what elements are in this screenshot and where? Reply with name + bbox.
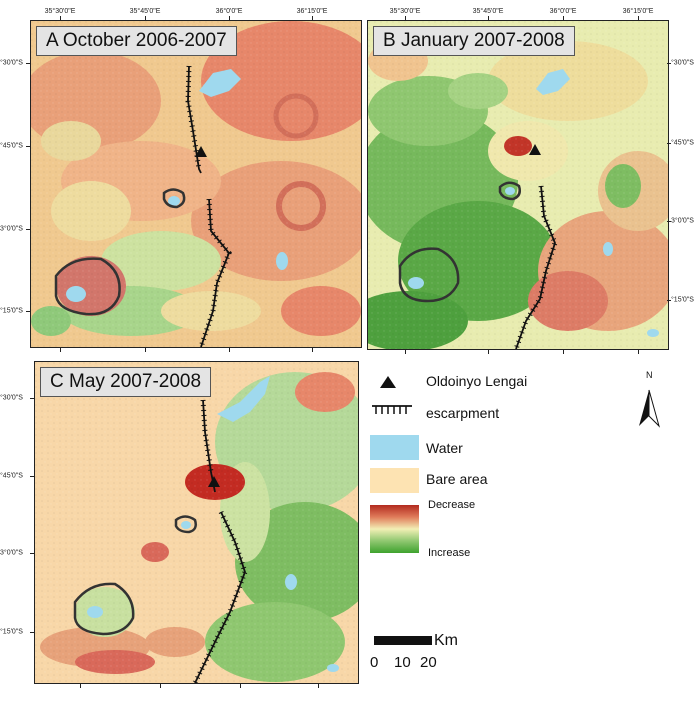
volcano-marker: [529, 144, 541, 155]
escarpment-ticks: [185, 65, 202, 170]
tick-mark: [30, 553, 34, 554]
tick-mark: [405, 16, 406, 20]
scale-unit-label: Km: [434, 632, 458, 649]
tick-mark: [30, 398, 34, 399]
water-bodies: [87, 376, 339, 672]
tick-mark: [405, 349, 406, 354]
volcano-legend-icon: [380, 376, 396, 388]
crater-outlines: [54, 188, 186, 316]
lat-tick-label: 3°0'0"S: [671, 217, 694, 225]
tick-mark: [160, 683, 161, 688]
tick-mark: [26, 146, 30, 147]
tick-mark: [667, 300, 671, 301]
water-legend-label: Water: [426, 440, 463, 456]
lat-tick-label: °45'0"S: [0, 142, 23, 150]
tick-mark: [30, 476, 34, 477]
tick-mark: [60, 16, 61, 20]
tick-mark: [26, 63, 30, 64]
scale-value-label: 0: [370, 654, 379, 671]
lat-tick-label: 3°0'0"S: [0, 549, 23, 557]
water-swatch: [370, 435, 419, 460]
water-bodies: [66, 69, 288, 302]
lon-tick-label: 35°30'0"E: [44, 8, 76, 15]
increase-legend-label: Increase: [428, 547, 471, 559]
lat-tick-label: °30'0"S: [671, 59, 694, 67]
lon-tick-label: 35°45'0"E: [472, 8, 504, 15]
lat-tick-label: °45'0"S: [671, 139, 694, 147]
change-gradient-swatch: [370, 505, 419, 553]
north-arrow-icon: [639, 389, 660, 428]
map-panel-b: B January 2007-2008: [367, 20, 669, 350]
tick-mark: [563, 16, 564, 20]
tick-mark: [312, 347, 313, 352]
escarpment-ticks: [200, 399, 214, 473]
tick-mark: [638, 349, 639, 354]
tick-mark: [60, 347, 61, 352]
lat-tick-label: °15'0"S: [0, 307, 23, 315]
tick-mark: [638, 16, 639, 20]
lon-tick-label: 35°45'0"E: [129, 8, 161, 15]
map-legend: Oldoinyo Lengai escarpment Water Bare ar…: [368, 360, 697, 705]
tick-mark: [26, 229, 30, 230]
tick-mark: [30, 632, 34, 633]
lat-tick-label: °45'0"S: [0, 472, 23, 480]
crater-outlines: [398, 181, 521, 303]
scale-value-label: 20: [420, 654, 437, 671]
tick-mark: [488, 349, 489, 354]
lon-tick-label: 36°15'0"E: [296, 8, 328, 15]
scale-value-label: 10: [394, 654, 411, 671]
escarpment-legend-icon: [372, 405, 412, 414]
tick-mark: [240, 683, 241, 688]
tick-mark: [667, 63, 671, 64]
water-bodies: [408, 69, 659, 337]
crater-outlines: [73, 515, 197, 636]
bare-area-swatch: [370, 468, 419, 493]
tick-mark: [488, 16, 489, 20]
map-panel-a: A October 2006-2007: [30, 20, 362, 348]
lon-tick-label: 36°15'0"E: [622, 8, 654, 15]
lat-tick-label: °30'0"S: [0, 59, 23, 67]
map-c-canvas: [35, 362, 358, 683]
north-label: N: [646, 370, 653, 380]
lon-tick-label: 36°0'0"E: [215, 8, 243, 15]
tick-mark: [318, 683, 319, 688]
lon-tick-label: 36°0'0"E: [549, 8, 577, 15]
tick-mark: [563, 349, 564, 354]
lat-tick-label: °15'0"S: [0, 628, 23, 636]
volcano-marker: [195, 146, 207, 157]
bare-area-legend-label: Bare area: [426, 471, 488, 487]
lon-tick-label: 35°30'0"E: [389, 8, 421, 15]
decrease-legend-label: Decrease: [428, 499, 476, 511]
panel-b-title: B January 2007-2008: [373, 26, 575, 56]
map-a-canvas: [31, 21, 361, 347]
tick-mark: [667, 143, 671, 144]
map-panel-c: C May 2007-2008: [34, 361, 359, 684]
panel-c-title: C May 2007-2008: [40, 367, 212, 397]
map-b-canvas: [368, 21, 668, 349]
tick-mark: [145, 16, 146, 20]
scale-bar: [374, 636, 432, 645]
lat-tick-label: 3°0'0"S: [0, 225, 23, 233]
tick-mark: [667, 221, 671, 222]
tick-mark: [145, 347, 146, 352]
volcano-marker: [208, 476, 220, 487]
tick-mark: [312, 16, 313, 20]
escarpment-legend-label: escarpment: [426, 405, 500, 421]
escarpment-ticks: [513, 185, 558, 349]
tick-mark: [80, 683, 81, 688]
tick-mark: [26, 311, 30, 312]
tick-mark: [229, 347, 230, 352]
volcano-legend-label: Oldoinyo Lengai: [426, 373, 528, 389]
lat-tick-label: °30'0"S: [0, 394, 23, 402]
tick-mark: [229, 16, 230, 20]
lat-tick-label: °15'0"S: [671, 296, 694, 304]
panel-a-title: A October 2006-2007: [36, 26, 237, 56]
